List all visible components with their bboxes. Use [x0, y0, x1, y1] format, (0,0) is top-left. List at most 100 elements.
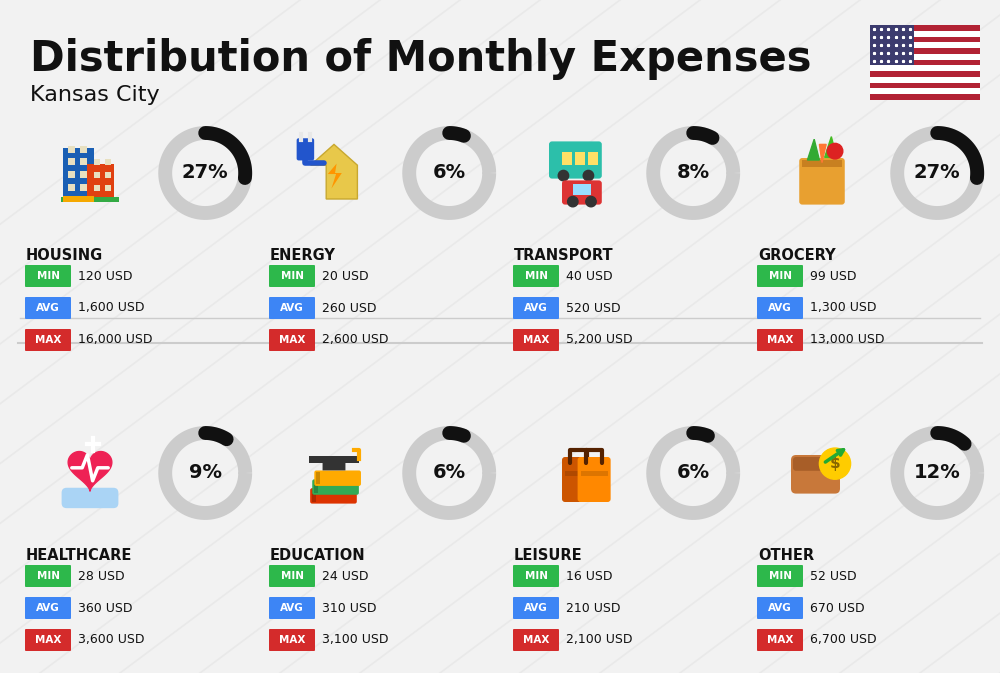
- Text: AVG: AVG: [36, 303, 60, 313]
- FancyBboxPatch shape: [757, 329, 803, 351]
- Text: 52 USD: 52 USD: [810, 569, 857, 583]
- Circle shape: [558, 170, 569, 181]
- Text: 1,300 USD: 1,300 USD: [810, 302, 876, 314]
- Text: 27%: 27%: [914, 164, 961, 182]
- FancyBboxPatch shape: [757, 265, 803, 287]
- FancyBboxPatch shape: [68, 171, 75, 178]
- FancyBboxPatch shape: [87, 164, 114, 197]
- FancyBboxPatch shape: [581, 472, 608, 476]
- Circle shape: [568, 197, 578, 207]
- FancyBboxPatch shape: [870, 65, 980, 71]
- Text: MAX: MAX: [767, 635, 793, 645]
- FancyBboxPatch shape: [757, 297, 803, 319]
- FancyBboxPatch shape: [63, 148, 94, 197]
- Text: MIN: MIN: [768, 271, 792, 281]
- FancyBboxPatch shape: [513, 265, 559, 287]
- Text: 20 USD: 20 USD: [322, 269, 369, 283]
- Text: Kansas City: Kansas City: [30, 85, 160, 105]
- FancyBboxPatch shape: [870, 31, 980, 36]
- Polygon shape: [819, 145, 826, 163]
- FancyBboxPatch shape: [870, 54, 980, 60]
- Text: EDUCATION: EDUCATION: [270, 548, 366, 563]
- Text: MAX: MAX: [35, 635, 61, 645]
- Text: 28 USD: 28 USD: [78, 569, 125, 583]
- Text: MIN: MIN: [280, 571, 304, 581]
- FancyBboxPatch shape: [314, 470, 361, 486]
- FancyBboxPatch shape: [513, 629, 559, 651]
- FancyBboxPatch shape: [312, 479, 359, 495]
- FancyBboxPatch shape: [62, 488, 118, 508]
- Text: 6%: 6%: [677, 464, 710, 483]
- Text: 99 USD: 99 USD: [810, 269, 856, 283]
- FancyBboxPatch shape: [870, 25, 980, 31]
- FancyBboxPatch shape: [562, 180, 602, 205]
- FancyBboxPatch shape: [94, 159, 100, 165]
- FancyBboxPatch shape: [80, 171, 87, 178]
- FancyBboxPatch shape: [269, 329, 315, 351]
- Text: MIN: MIN: [524, 571, 548, 581]
- Text: MAX: MAX: [523, 335, 549, 345]
- FancyBboxPatch shape: [562, 457, 595, 502]
- FancyBboxPatch shape: [269, 597, 315, 619]
- Text: 24 USD: 24 USD: [322, 569, 368, 583]
- Text: AVG: AVG: [36, 603, 60, 613]
- Text: 8%: 8%: [677, 164, 710, 182]
- Polygon shape: [825, 137, 837, 157]
- Text: MIN: MIN: [280, 271, 304, 281]
- Text: MIN: MIN: [36, 271, 60, 281]
- FancyBboxPatch shape: [80, 158, 87, 165]
- Text: 6,700 USD: 6,700 USD: [810, 633, 877, 647]
- Text: 360 USD: 360 USD: [78, 602, 132, 614]
- Text: MIN: MIN: [524, 271, 548, 281]
- FancyBboxPatch shape: [870, 94, 980, 100]
- Text: MAX: MAX: [279, 335, 305, 345]
- FancyBboxPatch shape: [513, 565, 559, 587]
- Text: $: $: [830, 456, 840, 471]
- Text: MIN: MIN: [768, 571, 792, 581]
- FancyBboxPatch shape: [309, 456, 359, 462]
- Text: 210 USD: 210 USD: [566, 602, 620, 614]
- FancyBboxPatch shape: [513, 297, 559, 319]
- FancyBboxPatch shape: [269, 297, 315, 319]
- FancyBboxPatch shape: [25, 629, 71, 651]
- FancyBboxPatch shape: [310, 488, 357, 503]
- FancyBboxPatch shape: [757, 597, 803, 619]
- Circle shape: [586, 197, 596, 207]
- FancyBboxPatch shape: [94, 172, 100, 178]
- Text: AVG: AVG: [524, 603, 548, 613]
- Text: GROCERY: GROCERY: [758, 248, 836, 263]
- Text: MAX: MAX: [279, 635, 305, 645]
- FancyBboxPatch shape: [588, 152, 598, 165]
- FancyBboxPatch shape: [63, 197, 94, 202]
- FancyBboxPatch shape: [513, 597, 559, 619]
- FancyBboxPatch shape: [562, 152, 572, 165]
- Text: 9%: 9%: [189, 464, 222, 483]
- FancyBboxPatch shape: [25, 329, 71, 351]
- Text: ENERGY: ENERGY: [270, 248, 336, 263]
- FancyBboxPatch shape: [870, 36, 980, 42]
- Text: AVG: AVG: [768, 603, 792, 613]
- FancyBboxPatch shape: [105, 159, 111, 165]
- Polygon shape: [328, 164, 342, 188]
- Text: 1,600 USD: 1,600 USD: [78, 302, 144, 314]
- FancyBboxPatch shape: [757, 565, 803, 587]
- FancyBboxPatch shape: [575, 152, 585, 165]
- Circle shape: [819, 448, 851, 479]
- FancyBboxPatch shape: [565, 472, 592, 476]
- Text: LEISURE: LEISURE: [514, 548, 583, 563]
- FancyBboxPatch shape: [314, 481, 318, 493]
- FancyBboxPatch shape: [870, 48, 980, 54]
- FancyBboxPatch shape: [105, 172, 111, 178]
- Circle shape: [583, 170, 594, 181]
- Text: MAX: MAX: [523, 635, 549, 645]
- FancyBboxPatch shape: [316, 472, 320, 484]
- Text: MIN: MIN: [36, 571, 60, 581]
- Text: AVG: AVG: [524, 303, 548, 313]
- Text: 6%: 6%: [433, 164, 466, 182]
- Text: OTHER: OTHER: [758, 548, 814, 563]
- Text: 6%: 6%: [433, 464, 466, 483]
- FancyBboxPatch shape: [757, 629, 803, 651]
- Text: 27%: 27%: [182, 164, 229, 182]
- Text: HOUSING: HOUSING: [26, 248, 103, 263]
- Text: 5,200 USD: 5,200 USD: [566, 334, 633, 347]
